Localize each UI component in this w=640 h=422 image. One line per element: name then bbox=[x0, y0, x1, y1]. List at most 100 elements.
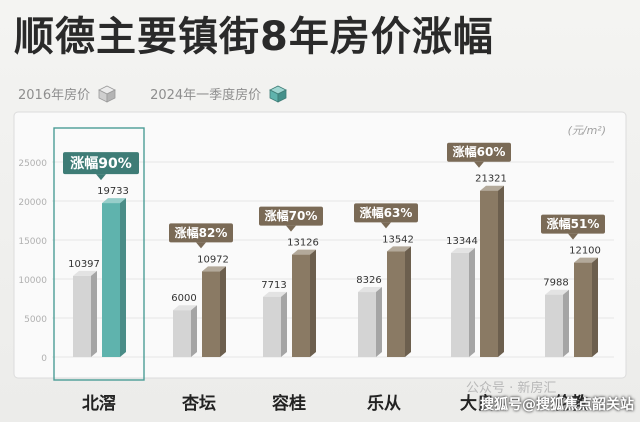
data-label-2016: 8326 bbox=[356, 275, 381, 286]
growth-badge-pointer bbox=[474, 161, 484, 168]
data-label-2024: 13542 bbox=[382, 234, 414, 245]
x-tick-label: 杏坛 bbox=[182, 393, 216, 414]
growth-badge: 涨幅60% bbox=[447, 142, 511, 168]
bar-2016-face bbox=[451, 252, 469, 357]
bar-2016-face bbox=[73, 275, 91, 357]
bar-2016-side bbox=[469, 247, 475, 357]
bar-2016-face bbox=[263, 296, 281, 357]
bar-2016-top bbox=[173, 305, 197, 311]
growth-label: 涨幅82% bbox=[175, 225, 228, 240]
growth-label: 涨幅70% bbox=[265, 208, 318, 223]
x-tick-label: 大良 bbox=[460, 393, 494, 414]
growth-badge: 涨幅70% bbox=[259, 206, 323, 232]
data-label-2016: 7713 bbox=[261, 280, 286, 291]
x-tick-label: 伦教 bbox=[554, 393, 589, 414]
x-tick-label: 乐从 bbox=[367, 394, 401, 414]
bar-2024 bbox=[102, 198, 126, 357]
y-tick-label: 10000 bbox=[18, 276, 47, 286]
bar-2024 bbox=[480, 185, 504, 357]
bar-2024-face bbox=[574, 262, 592, 357]
bar-2024-side bbox=[120, 198, 126, 357]
bar-2024-face bbox=[292, 254, 310, 357]
watermark: 搜狐号@搜狐焦点韶关站 bbox=[480, 397, 634, 413]
growth-label: 涨幅60% bbox=[453, 144, 506, 159]
data-label-2016: 6000 bbox=[171, 293, 196, 304]
data-label-2024: 13126 bbox=[287, 238, 319, 249]
unit-label: (元/m²) bbox=[568, 124, 606, 137]
highlight-frame bbox=[53, 127, 145, 381]
bar-2016-top bbox=[451, 247, 475, 253]
bar-2024-side bbox=[405, 246, 411, 357]
data-label-2024: 21321 bbox=[475, 174, 507, 185]
x-tick-label: 北滘 bbox=[82, 394, 116, 414]
growth-badge: 涨幅63% bbox=[354, 203, 418, 229]
bar-2016 bbox=[263, 291, 287, 357]
legend-label-2024: 2024年一季度房价 bbox=[150, 88, 262, 103]
legend-label-2016: 2016年房价 bbox=[18, 88, 91, 103]
legend: 2016年房价 2024年一季度房价 bbox=[18, 84, 288, 103]
y-tick-label: 0 bbox=[41, 354, 47, 364]
bar-2024-top bbox=[102, 198, 126, 204]
bar-2024-side bbox=[220, 266, 226, 357]
growth-badge-box bbox=[169, 223, 233, 243]
bar-2024 bbox=[292, 249, 316, 357]
bar-2016 bbox=[173, 305, 197, 357]
bar-2024 bbox=[574, 257, 598, 357]
growth-badge-box bbox=[354, 203, 418, 223]
growth-badge: 涨幅82% bbox=[169, 223, 233, 249]
growth-badge-pointer bbox=[381, 222, 391, 229]
growth-label: 涨幅51% bbox=[547, 216, 600, 231]
bar-2016-side bbox=[563, 289, 569, 357]
legend-cube-2016-icon bbox=[98, 85, 116, 103]
bar-2024 bbox=[387, 246, 411, 357]
data-label-2024: 12100 bbox=[569, 246, 601, 257]
bar-2024-top bbox=[574, 257, 598, 263]
bar-2016-side bbox=[91, 270, 97, 357]
bar-2016-top bbox=[263, 291, 287, 297]
bar-2024-top bbox=[387, 246, 411, 252]
growth-badge-box bbox=[63, 152, 139, 175]
bar-2024-face bbox=[387, 251, 405, 357]
legend-cube-2024-icon bbox=[269, 85, 288, 103]
bar-2016-top bbox=[358, 287, 382, 293]
growth-badge-box bbox=[447, 142, 511, 162]
watermark-faint: 公众号 · 新房汇 bbox=[466, 381, 557, 396]
bar-2016-side bbox=[376, 287, 382, 357]
data-label-2016: 10397 bbox=[68, 259, 100, 270]
bar-2016-top bbox=[545, 289, 569, 295]
bar-2024 bbox=[202, 266, 226, 357]
bar-2024-side bbox=[310, 249, 316, 357]
bar-2016-top bbox=[73, 270, 97, 276]
bar-2016 bbox=[451, 247, 475, 357]
growth-badge-pointer bbox=[286, 225, 296, 232]
bar-2016-face bbox=[545, 294, 563, 357]
bar-2024-face bbox=[480, 190, 498, 357]
bar-2016 bbox=[73, 270, 97, 357]
bar-2016 bbox=[545, 289, 569, 357]
bar-2024-face bbox=[202, 271, 220, 357]
growth-label: 涨幅63% bbox=[360, 205, 413, 220]
bar-2024-face bbox=[102, 203, 120, 357]
data-label-2024: 19733 bbox=[97, 186, 129, 197]
bar-2016-side bbox=[281, 291, 287, 357]
y-tick-label: 20000 bbox=[18, 198, 47, 208]
growth-label: 涨幅90% bbox=[70, 155, 132, 172]
y-tick-label: 5000 bbox=[24, 315, 47, 325]
growth-badge-pointer bbox=[568, 233, 578, 240]
growth-badge: 涨幅51% bbox=[541, 214, 605, 240]
y-tick-label: 25000 bbox=[18, 159, 47, 169]
y-tick-label: 15000 bbox=[18, 237, 47, 247]
data-label-2016: 13344 bbox=[446, 236, 478, 247]
bar-2016-face bbox=[173, 310, 191, 357]
x-tick-label: 容桂 bbox=[272, 393, 306, 414]
page-title: 顺德主要镇街8年房价涨幅 bbox=[14, 14, 494, 60]
growth-badge-box bbox=[541, 214, 605, 234]
bar-2016-side bbox=[191, 305, 197, 357]
bar-2016-face bbox=[358, 292, 376, 357]
data-label-2024: 10972 bbox=[197, 254, 229, 265]
bar-2024-top bbox=[202, 266, 226, 272]
bar-2024-top bbox=[480, 185, 504, 191]
bar-2024-top bbox=[292, 249, 316, 255]
growth-badge: 涨幅90% bbox=[63, 152, 139, 181]
bar-2024-side bbox=[498, 185, 504, 357]
